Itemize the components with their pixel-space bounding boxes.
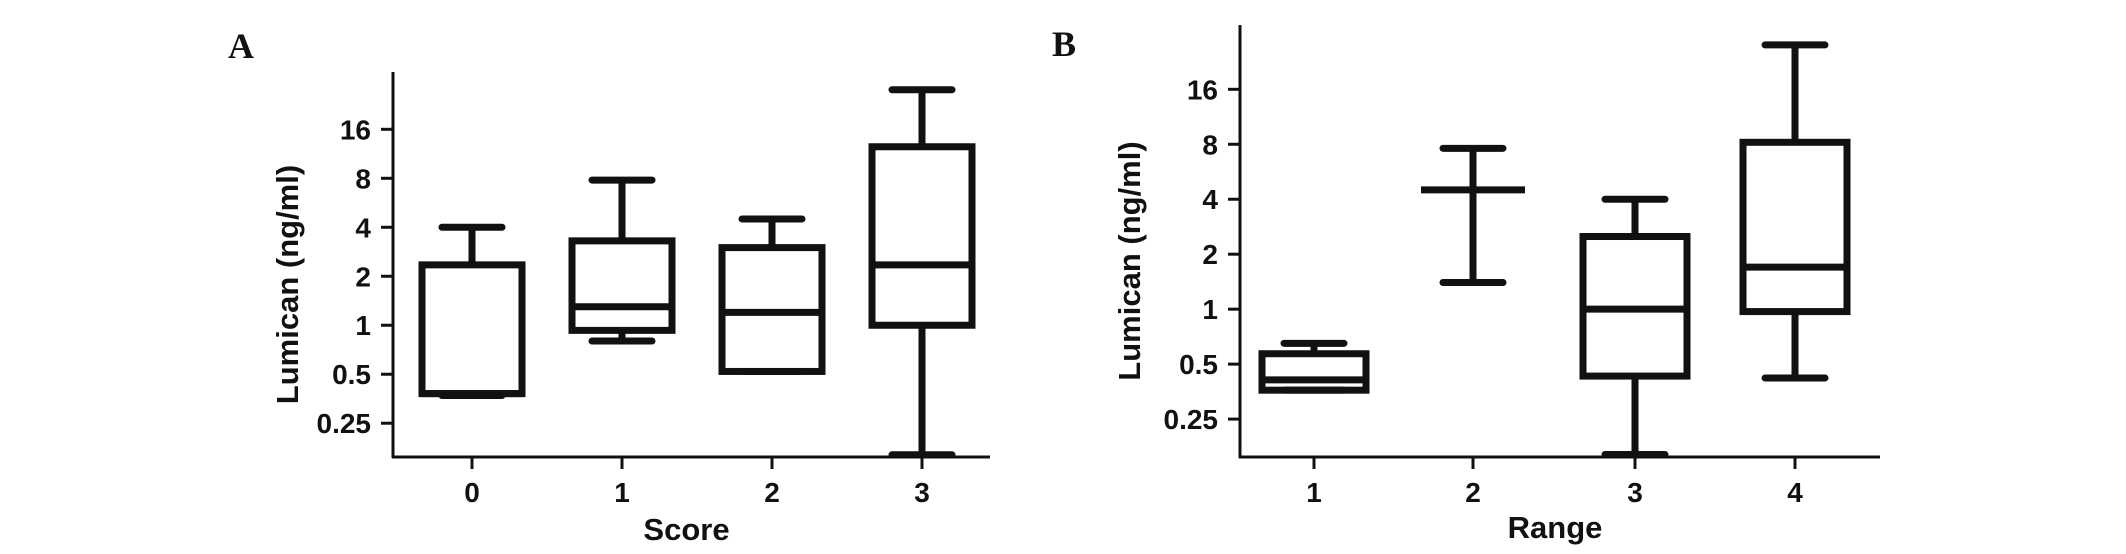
y-tick-label: 8 [1202,129,1218,160]
y-tick-label: 4 [1202,184,1218,215]
x-tick-label: 3 [914,477,930,508]
iqr-box [1258,350,1370,394]
box-plot-0 [418,223,526,400]
iqr-box [418,261,526,398]
x-tick-label: 1 [614,477,630,508]
panel-a-y-axis-title: Lumican (ng/ml) [270,165,305,404]
y-tick-label: 0.5 [332,359,371,390]
x-tick-label: 2 [1465,477,1481,508]
box-plot-3 [868,86,976,459]
iqr-box [868,143,976,329]
y-tick-label: 0.25 [317,408,372,439]
y-tick-label: 8 [355,163,371,194]
panel-b-x-axis-title: Range [1508,510,1603,545]
panel-b: B 0.25 0.5 1 2 4 8 16 1 2 3 4 Lumican (ng/ml) Rang… [1052,24,1880,545]
y-tick-label: 4 [355,212,371,243]
y-tick-label: 1 [1202,294,1218,325]
box-plot-4 [1739,41,1851,382]
y-tick-label: 1 [355,310,371,341]
box-plot-1 [1258,339,1370,394]
box-plot-2 [1421,144,1525,286]
y-tick-label: 2 [355,261,371,292]
panel-a: A 0.25 0.5 1 2 4 8 16 0 1 2 3 Lumican (ng/ml) Scor… [228,26,990,547]
x-tick-label: 4 [1787,477,1803,508]
panel-a-plot: 0.25 0.5 1 2 4 8 16 0 1 2 3 [317,72,990,508]
box-plot-1 [568,176,676,345]
x-tick-label: 0 [464,477,480,508]
y-tick-label: 16 [340,114,371,145]
x-tick-label: 1 [1306,477,1322,508]
panel-b-letter: B [1052,24,1076,64]
box-plot-3 [1579,195,1691,458]
panel-a-x-axis-title: Score [643,512,729,547]
y-tick-label: 0.5 [1179,349,1218,380]
box-plot-2 [718,215,826,375]
y-tick-label: 0.25 [1164,404,1219,435]
x-tick-label: 2 [764,477,780,508]
iqr-box [568,237,676,334]
panel-a-letter: A [228,26,254,66]
y-tick-label: 16 [1187,74,1218,105]
x-tick-label: 3 [1627,477,1643,508]
panel-b-plot: 0.25 0.5 1 2 4 8 16 1 2 3 4 [1164,25,1880,508]
y-tick-label: 2 [1202,239,1218,270]
iqr-box [1739,138,1851,316]
panel-b-y-axis-title: Lumican (ng/ml) [1112,141,1147,380]
